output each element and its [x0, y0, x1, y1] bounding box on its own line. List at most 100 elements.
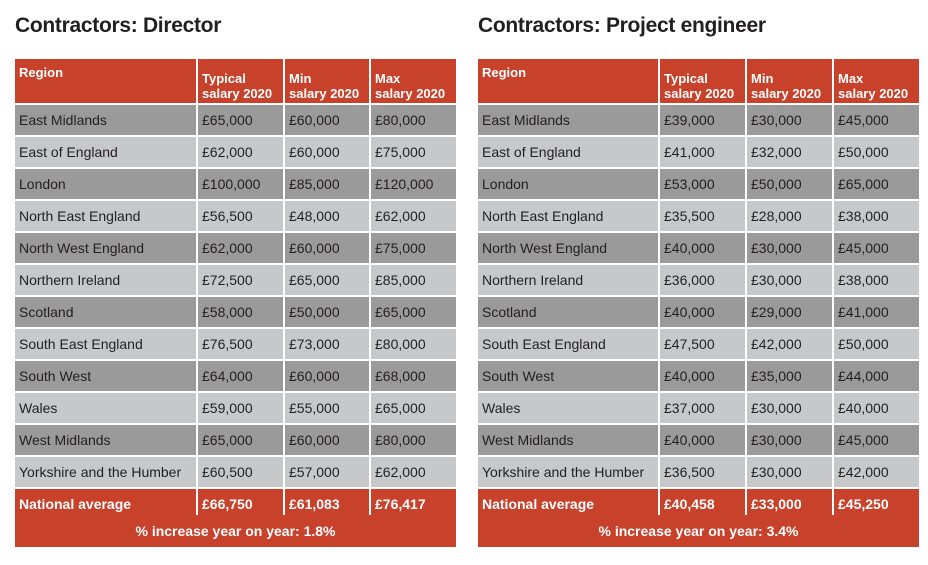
region-cell: Wales [478, 392, 660, 425]
header-line: salary 2020 [202, 86, 273, 101]
max-salary-cell: £68,000 [370, 360, 456, 393]
column-header-region: Region [478, 59, 660, 105]
max-salary-cell: £38,000 [833, 200, 919, 233]
max-salary-cell: £45,000 [833, 424, 919, 457]
region-cell: East Midlands [478, 104, 660, 137]
table-row: Northern Ireland £72,500 £65,000 £85,000 [15, 264, 456, 297]
min-salary-cell: £60,000 [284, 360, 371, 393]
max-salary-cell: £65,000 [370, 296, 456, 329]
min-salary-cell: £60,000 [284, 136, 371, 169]
typical-salary-cell: £40,000 [659, 360, 747, 393]
typical-salary-cell: £36,500 [659, 456, 747, 489]
header-line: Typical [202, 71, 246, 86]
min-salary-cell: £30,000 [746, 264, 834, 297]
table-header-row: Region Typical salary 2020 Min salary 2020… [15, 59, 456, 105]
min-salary-cell: £28,000 [746, 200, 834, 233]
column-header-typical: Typical salary 2020 [659, 59, 747, 105]
header-line: salary 2020 [289, 86, 360, 101]
region-cell: South East England [478, 328, 660, 361]
min-salary-cell: £29,000 [746, 296, 834, 329]
min-salary-cell: £30,000 [746, 456, 834, 489]
max-salary-cell: £65,000 [370, 392, 456, 425]
panel-title: Contractors: Director [15, 14, 222, 37]
table-row: East of England £62,000 £60,000 £75,000 [15, 136, 456, 169]
min-salary-cell: £32,000 [746, 136, 834, 169]
min-salary-cell: £30,000 [746, 104, 834, 137]
average-max: £45,250 [833, 488, 919, 521]
region-cell: West Midlands [15, 424, 198, 457]
region-cell: Yorkshire and the Humber [15, 456, 198, 489]
max-salary-cell: £45,000 [833, 104, 919, 137]
year-on-year-increase: % increase year on year: 3.4% [478, 515, 919, 547]
column-header-max: Max salary 2020 [833, 59, 919, 105]
typical-salary-cell: £76,500 [197, 328, 285, 361]
year-on-year-increase: % increase year on year: 1.8% [15, 515, 456, 547]
average-typical: £66,750 [197, 488, 285, 521]
project-engineer-salary-table: Region Typical salary 2020 Min salary 2020… [478, 59, 919, 521]
max-salary-cell: £65,000 [833, 168, 919, 201]
min-salary-cell: £73,000 [284, 328, 371, 361]
max-salary-cell: £40,000 [833, 392, 919, 425]
table-row: North West England £40,000 £30,000 £45,000 [478, 232, 919, 265]
typical-salary-cell: £64,000 [197, 360, 285, 393]
max-salary-cell: £80,000 [370, 104, 456, 137]
region-cell: Scotland [15, 296, 198, 329]
typical-salary-cell: £37,000 [659, 392, 747, 425]
header-line: salary 2020 [664, 86, 735, 101]
typical-salary-cell: £53,000 [659, 168, 747, 201]
column-header-region: Region [15, 59, 198, 105]
panel-title: Contractors: Project engineer [478, 14, 766, 37]
max-salary-cell: £62,000 [370, 200, 456, 233]
header-line: Max [838, 71, 864, 86]
region-cell: West Midlands [478, 424, 660, 457]
max-salary-cell: £85,000 [370, 264, 456, 297]
typical-salary-cell: £47,500 [659, 328, 747, 361]
max-salary-cell: £38,000 [833, 264, 919, 297]
table-row: West Midlands £65,000 £60,000 £80,000 [15, 424, 456, 457]
table-row: East of England £41,000 £32,000 £50,000 [478, 136, 919, 169]
table-row: West Midlands £40,000 £30,000 £45,000 [478, 424, 919, 457]
typical-salary-cell: £72,500 [197, 264, 285, 297]
region-cell: Scotland [478, 296, 660, 329]
table-row: London £100,000 £85,000 £120,000 [15, 168, 456, 201]
min-salary-cell: £85,000 [284, 168, 371, 201]
table-row: North East England £35,500 £28,000 £38,000 [478, 200, 919, 233]
min-salary-cell: £50,000 [284, 296, 371, 329]
typical-salary-cell: £40,000 [659, 296, 747, 329]
header-line: salary 2020 [751, 86, 822, 101]
typical-salary-cell: £65,000 [197, 104, 285, 137]
region-cell: East of England [15, 136, 198, 169]
table-row: Scotland £40,000 £29,000 £41,000 [478, 296, 919, 329]
max-salary-cell: £45,000 [833, 232, 919, 265]
table-row: Scotland £58,000 £50,000 £65,000 [15, 296, 456, 329]
typical-salary-cell: £40,000 [659, 424, 747, 457]
max-salary-cell: £50,000 [833, 328, 919, 361]
typical-salary-cell: £35,500 [659, 200, 747, 233]
column-header-max: Max salary 2020 [370, 59, 456, 105]
header-line: salary 2020 [838, 86, 909, 101]
max-salary-cell: £42,000 [833, 456, 919, 489]
column-header-min: Min salary 2020 [746, 59, 834, 105]
region-cell: South West [15, 360, 198, 393]
region-cell: North East England [478, 200, 660, 233]
director-salary-table: Region Typical salary 2020 Min salary 2020… [15, 59, 456, 521]
table-row: North West England £62,000 £60,000 £75,000 [15, 232, 456, 265]
min-salary-cell: £65,000 [284, 264, 371, 297]
region-cell: North West England [15, 232, 198, 265]
table-row: London £53,000 £50,000 £65,000 [478, 168, 919, 201]
max-salary-cell: £50,000 [833, 136, 919, 169]
region-cell: London [478, 168, 660, 201]
typical-salary-cell: £60,500 [197, 456, 285, 489]
max-salary-cell: £80,000 [370, 328, 456, 361]
min-salary-cell: £42,000 [746, 328, 834, 361]
column-header-typical: Typical salary 2020 [197, 59, 285, 105]
min-salary-cell: £55,000 [284, 392, 371, 425]
region-cell: Northern Ireland [15, 264, 198, 297]
region-cell: East Midlands [15, 104, 198, 137]
max-salary-cell: £44,000 [833, 360, 919, 393]
header-line: Typical [664, 71, 708, 86]
table-row: North East England £56,500 £48,000 £62,000 [15, 200, 456, 233]
typical-salary-cell: £59,000 [197, 392, 285, 425]
table-row: Northern Ireland £36,000 £30,000 £38,000 [478, 264, 919, 297]
table-row: Wales £59,000 £55,000 £65,000 [15, 392, 456, 425]
